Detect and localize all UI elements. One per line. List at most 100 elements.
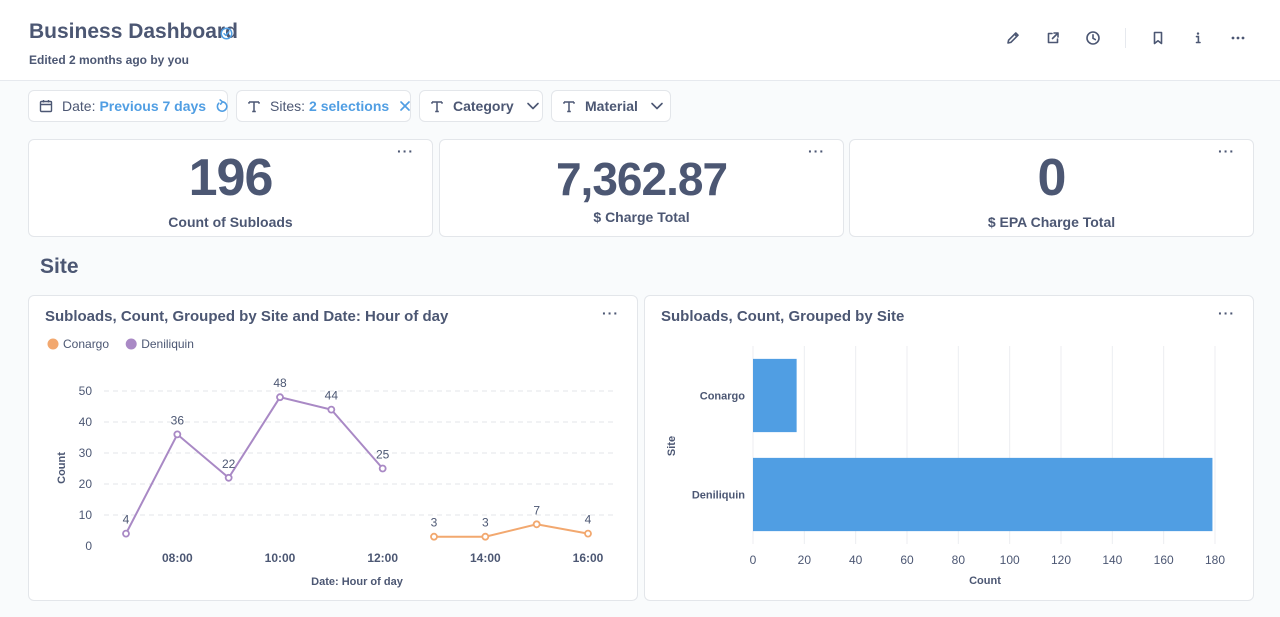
scalar-label: Count of Subloads — [168, 214, 293, 230]
sites-filter[interactable]: Sites: 2 selections — [236, 90, 411, 122]
series-line-conargo — [434, 523, 589, 538]
data-label: 44 — [325, 389, 339, 403]
data-label: 48 — [273, 376, 287, 390]
scalar-value: 196 — [188, 149, 274, 207]
y-tick-label: 40 — [79, 415, 93, 429]
x-tick-label: 14:00 — [470, 551, 501, 565]
x-axis-label: Date: Hour of day — [311, 576, 404, 588]
reset-icon[interactable] — [215, 98, 230, 114]
x-tick-label: 180 — [1205, 553, 1225, 567]
data-point — [481, 532, 490, 541]
category-filter-label: Category — [453, 98, 514, 114]
series-line-deniliquin — [125, 396, 384, 535]
data-point — [327, 405, 336, 414]
section-heading: Site — [40, 255, 79, 278]
y-tick-label: 50 — [79, 384, 93, 398]
x-tick-label: 80 — [952, 553, 966, 567]
material-filter[interactable]: Material — [551, 90, 671, 122]
y-axis-label: Count — [56, 452, 68, 484]
data-label: 25 — [376, 448, 390, 462]
legend-label: Deniliquin — [141, 337, 194, 351]
x-tick-label: 140 — [1102, 553, 1122, 567]
charge-total-card[interactable]: ··· 7,362.87 $ Charge Total — [439, 139, 844, 237]
chevron-down-icon — [526, 99, 540, 113]
data-label: 3 — [431, 516, 438, 530]
x-tick-label: 20 — [798, 553, 812, 567]
date-filter-value: Previous 7 days — [99, 98, 207, 114]
y-axis-label: Site — [666, 436, 678, 456]
bar-chart-card[interactable]: Subloads, Count, Grouped by Site ··· 0 20… — [644, 295, 1254, 601]
x-tick-label: 0 — [750, 553, 757, 567]
data-point — [430, 532, 438, 541]
sites-filter-value: 2 selections — [309, 98, 390, 114]
date-filter-label: Date: — [62, 98, 96, 114]
bar-chart: 0 20 40 60 80 100 120 140 160 180 Conargo Deniliqui… — [666, 346, 1225, 587]
data-point — [173, 430, 182, 439]
card-menu-button[interactable]: ··· — [1218, 143, 1235, 159]
x-tick-label: 120 — [1051, 553, 1071, 567]
material-filter-label: Material — [585, 98, 638, 114]
x-tick-label: 12:00 — [367, 551, 398, 565]
dashboard-header: Business Dashboard Edited 2 months ago b… — [0, 0, 1280, 81]
y-tick-label: 10 — [79, 508, 93, 522]
data-point — [276, 393, 284, 402]
x-tick-label: 08:00 — [162, 551, 193, 565]
page-title: Business Dashboard — [29, 20, 238, 43]
data-label: 36 — [171, 413, 185, 427]
data-label: 22 — [222, 457, 236, 471]
y-tick-label: Conargo — [700, 391, 746, 403]
text-icon — [430, 99, 444, 113]
epa-charge-total-card[interactable]: ··· 0 $ EPA Charge Total — [849, 139, 1254, 237]
y-tick-label: 30 — [79, 446, 93, 460]
x-tick-label: 10:00 — [265, 551, 296, 565]
data-point — [378, 464, 387, 473]
data-point — [584, 529, 592, 538]
info-icon[interactable] — [1189, 29, 1207, 47]
chart-title[interactable]: Subloads, Count, Grouped by Site and Dat… — [45, 308, 449, 325]
text-icon — [247, 99, 261, 113]
clear-icon[interactable] — [399, 100, 411, 112]
bar-deniliquin — [753, 457, 1213, 532]
y-tick-label: 0 — [85, 539, 92, 553]
x-axis-label: Count — [969, 575, 1001, 587]
calendar-icon — [39, 99, 53, 113]
card-menu-button[interactable]: ··· — [397, 143, 414, 159]
card-menu-button[interactable]: ··· — [602, 305, 619, 321]
pencil-icon[interactable] — [1004, 29, 1022, 47]
legend-label: Conargo — [63, 337, 109, 351]
scalar-label: $ Charge Total — [593, 209, 690, 225]
legend-swatch — [47, 338, 59, 350]
data-point — [122, 529, 130, 538]
y-tick-label: Deniliquin — [692, 490, 745, 502]
card-menu-button[interactable]: ··· — [1218, 305, 1235, 321]
data-label: 4 — [585, 513, 592, 527]
x-tick-label: 16:00 — [573, 551, 604, 565]
count-of-subloads-card[interactable]: ··· 196 Count of Subloads — [28, 139, 433, 237]
chart-title[interactable]: Subloads, Count, Grouped by Site — [661, 308, 905, 325]
share-icon[interactable] — [1044, 29, 1062, 47]
category-filter[interactable]: Category — [419, 90, 543, 122]
more-icon[interactable] — [1229, 29, 1247, 47]
text-icon — [562, 99, 576, 113]
data-point — [532, 520, 541, 529]
bar-conargo — [753, 358, 797, 433]
scalar-value: 0 — [1037, 149, 1067, 207]
y-tick-label: 20 — [79, 477, 93, 491]
x-tick-label: 40 — [849, 553, 863, 567]
date-filter[interactable]: Date: Previous 7 days — [28, 90, 228, 122]
x-tick-label: 60 — [900, 553, 914, 567]
sites-filter-label: Sites: — [270, 98, 306, 114]
data-label: 7 — [533, 503, 540, 517]
x-tick-label: 160 — [1154, 553, 1174, 567]
x-tick-label: 100 — [1000, 553, 1020, 567]
legend-swatch — [125, 338, 137, 350]
card-menu-button[interactable]: ··· — [808, 143, 825, 159]
data-label: 3 — [482, 516, 489, 530]
header-divider — [1125, 28, 1126, 48]
bookmark-icon[interactable] — [1149, 29, 1167, 47]
line-chart-card[interactable]: Subloads, Count, Grouped by Site and Dat… — [28, 295, 638, 601]
clock-icon[interactable] — [1084, 29, 1102, 47]
scalar-value: 7,362.87 — [555, 153, 728, 205]
line-chart: Conargo Deniliquin 0 10 20 30 40 50 08:00 10:00 12… — [47, 337, 614, 588]
data-point — [224, 473, 233, 482]
